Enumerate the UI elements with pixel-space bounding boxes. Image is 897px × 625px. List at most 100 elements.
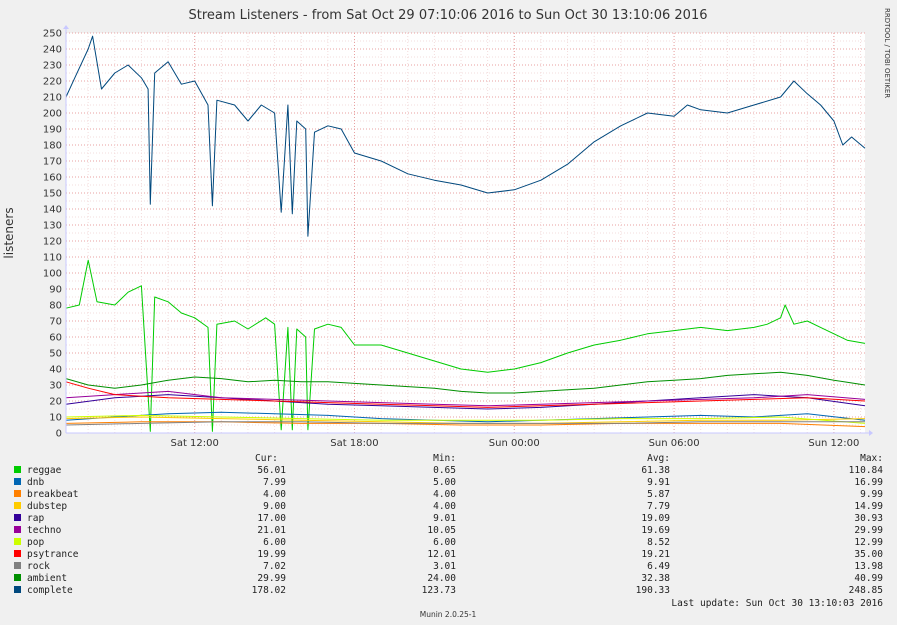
legend-cur-value: 29.99 <box>257 573 286 584</box>
x-tick-label: Sun 06:00 <box>649 438 700 449</box>
y-tick-label: 0 <box>56 429 62 440</box>
legend-avg-value: 19.21 <box>641 549 670 560</box>
legend-cur-value: 19.99 <box>257 549 286 560</box>
axes <box>63 25 873 436</box>
legend-min-value: 4.00 <box>433 489 456 500</box>
legend-min-value: 12.01 <box>427 549 456 560</box>
legend-name: pop <box>27 537 44 548</box>
legend-avg-value: 19.09 <box>641 513 670 524</box>
legend-min-value: 123.73 <box>422 585 456 596</box>
legend-name: complete <box>27 585 73 596</box>
y-tick-label: 70 <box>49 317 62 328</box>
series-line-psytrance <box>65 381 866 408</box>
legend-swatch-complete <box>14 586 21 593</box>
legend-min-value: 10.05 <box>427 525 456 536</box>
y-tick-label: 100 <box>43 269 62 280</box>
legend-min-value: 4.00 <box>433 501 456 512</box>
legend-cur-value: 178.02 <box>252 585 286 596</box>
legend-avg-value: 9.91 <box>647 477 670 488</box>
y-tick-label: 230 <box>43 61 62 72</box>
series-line-breakbeat <box>65 421 866 428</box>
legend-name: ambient <box>27 573 67 584</box>
y-tick-label: 210 <box>43 93 62 104</box>
legend-swatch-pop <box>14 538 21 545</box>
legend-name: rock <box>27 561 50 572</box>
x-tick-labels: Sat 12:00 Sat 18:00 Sun 00:00 Sun 06:00 Sun … <box>170 438 859 449</box>
y-tick-label: 10 <box>49 413 62 424</box>
legend-max-value: 30.93 <box>854 513 883 524</box>
legend-swatch-rock <box>14 562 21 569</box>
legend-max-value: 40.99 <box>854 573 883 584</box>
legend-min-value: 0.65 <box>433 465 456 476</box>
legend-min-value: 3.01 <box>433 561 456 572</box>
legend-cur-value: 9.00 <box>263 501 286 512</box>
legend-header-avg: Avg: <box>647 453 670 464</box>
y-tick-label: 40 <box>49 365 62 376</box>
legend-name: psytrance <box>27 549 79 560</box>
legend-name: techno <box>27 525 62 536</box>
series-line-techno <box>65 390 866 407</box>
legend-name: rap <box>27 513 44 524</box>
legend: Cur: Min: Avg: Max: reggae 56.01 0.65 61.38… <box>14 453 883 596</box>
legend-max-value: 35.00 <box>854 549 883 560</box>
munin-version-footer: Munin 2.0.25-1 <box>420 610 477 619</box>
y-tick-label: 190 <box>43 125 62 136</box>
legend-swatch-techno <box>14 526 21 533</box>
legend-name: reggae <box>27 465 62 476</box>
y-tick-label: 180 <box>43 141 62 152</box>
legend-max-value: 110.84 <box>849 465 884 476</box>
legend-min-value: 6.00 <box>433 537 456 548</box>
legend-min-value: 24.00 <box>427 573 456 584</box>
legend-cur-value: 17.00 <box>257 513 286 524</box>
series-line-rap <box>65 394 866 410</box>
legend-max-value: 16.99 <box>854 477 883 488</box>
legend-avg-value: 8.52 <box>647 537 670 548</box>
legend-max-value: 13.98 <box>854 561 883 572</box>
x-tick-label: Sun 12:00 <box>808 438 859 449</box>
y-tick-label: 80 <box>49 301 62 312</box>
legend-cur-value: 7.02 <box>263 561 286 572</box>
legend-cur-value: 21.01 <box>257 525 286 536</box>
y-tick-label: 200 <box>43 109 62 120</box>
legend-cur-value: 56.01 <box>257 465 286 476</box>
legend-avg-value: 7.79 <box>647 501 670 512</box>
legend-cur-value: 4.00 <box>263 489 286 500</box>
y-axis-arrow <box>63 25 69 29</box>
x-axis-arrow <box>869 430 873 436</box>
legend-cur-value: 6.00 <box>263 537 286 548</box>
legend-swatch-ambient <box>14 574 21 581</box>
y-tick-label: 120 <box>43 237 62 248</box>
legend-swatch-dubstep <box>14 502 21 509</box>
legend-avg-value: 61.38 <box>641 465 670 476</box>
legend-swatch-rap <box>14 514 21 521</box>
y-tick-label: 240 <box>43 45 62 56</box>
y-tick-label: 30 <box>49 381 62 392</box>
legend-min-value: 9.01 <box>433 513 456 524</box>
legend-avg-value: 190.33 <box>636 585 670 596</box>
y-tick-label: 170 <box>43 157 62 168</box>
y-tick-labels: 0 10 20 30 40 50 60 70 80 90 100 110 120 130 140 150 160… <box>43 29 62 440</box>
series-line-reggae <box>65 259 866 432</box>
series-lines <box>65 35 866 432</box>
y-tick-label: 160 <box>43 173 62 184</box>
legend-swatch-psytrance <box>14 550 21 557</box>
last-update: Last update: Sun Oct 30 13:10:03 2016 <box>671 598 883 609</box>
legend-swatch-reggae <box>14 466 21 473</box>
legend-avg-value: 6.49 <box>647 561 670 572</box>
legend-name: dubstep <box>27 501 67 512</box>
series-line-pop <box>65 414 866 424</box>
x-tick-label: Sat 18:00 <box>330 438 378 449</box>
y-tick-label: 220 <box>43 77 62 88</box>
x-tick-label: Sat 12:00 <box>170 438 218 449</box>
y-tick-label: 140 <box>43 205 62 216</box>
legend-avg-value: 19.69 <box>641 525 670 536</box>
y-tick-label: 150 <box>43 189 62 200</box>
legend-swatch-dnb <box>14 478 21 485</box>
series-line-dnb <box>65 411 866 423</box>
y-tick-label: 130 <box>43 221 62 232</box>
legend-max-value: 12.99 <box>854 537 883 548</box>
x-tick-label: Sun 00:00 <box>489 438 540 449</box>
y-tick-label: 20 <box>49 397 62 408</box>
grid-lines <box>66 32 865 433</box>
